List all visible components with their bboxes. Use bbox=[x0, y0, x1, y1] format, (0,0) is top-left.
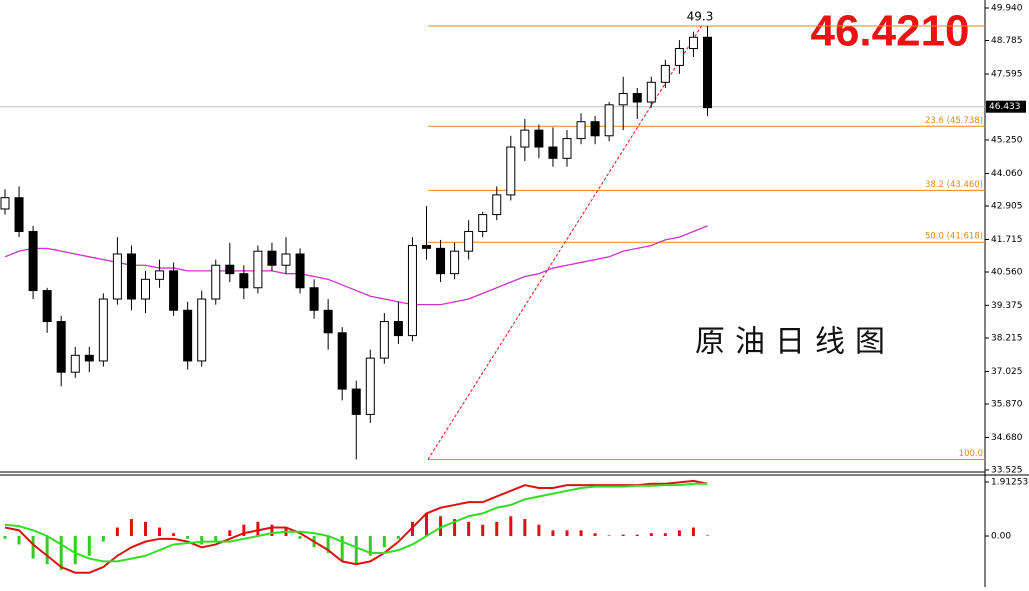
fib-label: 38.2 (43.460) bbox=[925, 180, 983, 190]
candle-body bbox=[703, 36, 712, 109]
candle-body bbox=[379, 321, 389, 359]
candle-body bbox=[660, 64, 670, 83]
candle-body bbox=[126, 253, 136, 300]
candle-body bbox=[112, 253, 122, 300]
candle-body bbox=[183, 309, 193, 362]
candle-body bbox=[590, 121, 600, 137]
candle-body bbox=[618, 93, 628, 106]
moving-average bbox=[4, 225, 708, 306]
candle-body bbox=[14, 197, 24, 232]
price-display: 46.4210 bbox=[810, 7, 969, 56]
candle-body bbox=[534, 129, 544, 148]
candle-body bbox=[520, 129, 530, 148]
candle-body bbox=[42, 290, 52, 323]
y-tick-label: 49.940 bbox=[991, 4, 1023, 14]
candle-body bbox=[197, 298, 207, 362]
candle-body bbox=[365, 357, 375, 415]
y-tick-label: 48.785 bbox=[991, 36, 1023, 46]
last-price-box bbox=[986, 100, 1026, 113]
candle-body bbox=[225, 264, 235, 275]
y-tick-label: 45.250 bbox=[991, 136, 1023, 146]
fib-label: 23.6 (45.738) bbox=[925, 116, 983, 126]
candle-body bbox=[323, 309, 333, 334]
y-tick-label: 37.025 bbox=[991, 367, 1023, 377]
y-tick-label: 35.870 bbox=[991, 400, 1023, 410]
candle-body bbox=[604, 104, 614, 137]
y-tick-label: 39.375 bbox=[991, 301, 1023, 311]
y-tick-label: 33.525 bbox=[991, 466, 1023, 476]
candle-body bbox=[407, 245, 417, 337]
y-tick-label: 44.060 bbox=[991, 169, 1023, 179]
candle-body bbox=[239, 273, 249, 289]
candle-body bbox=[253, 250, 263, 289]
candle-body bbox=[688, 36, 698, 50]
fib-label: 50.0 (41.618) bbox=[925, 232, 983, 242]
candle-body bbox=[141, 278, 150, 300]
candle-body bbox=[155, 270, 165, 280]
candle-body bbox=[0, 197, 10, 210]
candle-body bbox=[281, 253, 291, 266]
candle-body bbox=[562, 138, 572, 159]
candle-body bbox=[309, 287, 319, 311]
candle-body bbox=[70, 354, 80, 373]
candle-body bbox=[478, 214, 488, 232]
candle-body bbox=[450, 250, 460, 275]
last-price-label: 46.433 bbox=[989, 102, 1021, 112]
candle-body bbox=[632, 93, 642, 103]
candle-body bbox=[351, 388, 361, 415]
y-tick-label: 0.00 bbox=[991, 532, 1011, 542]
y-tick-label: 40.560 bbox=[991, 268, 1023, 278]
candle-body bbox=[84, 354, 94, 362]
y-tick-label: 42.905 bbox=[991, 202, 1023, 212]
macd-line bbox=[4, 482, 708, 563]
candle-body bbox=[548, 146, 558, 159]
candle-body bbox=[28, 230, 38, 292]
fib-label: 100.0 bbox=[959, 449, 983, 459]
candle-body bbox=[267, 250, 277, 266]
y-tick-label: 1.91253 bbox=[991, 478, 1028, 488]
y-tick-label: 34.680 bbox=[991, 433, 1023, 443]
candle-body bbox=[646, 81, 656, 103]
candle-body bbox=[436, 247, 446, 275]
y-tick-label: 41.715 bbox=[991, 235, 1023, 245]
candle-body bbox=[337, 332, 347, 390]
y-tick-label: 47.595 bbox=[991, 70, 1023, 80]
fib-high-label: 49.3 bbox=[687, 10, 714, 24]
candle-body bbox=[98, 298, 108, 362]
candle-body bbox=[674, 48, 684, 66]
candle-body bbox=[576, 121, 586, 140]
y-tick-label: 38.215 bbox=[991, 334, 1023, 344]
candle-body bbox=[492, 194, 502, 216]
trend-line bbox=[427, 25, 702, 460]
candle-body bbox=[295, 253, 305, 289]
candle-body bbox=[464, 230, 474, 252]
candle-body bbox=[506, 146, 516, 196]
candle-body bbox=[211, 264, 221, 300]
chart-title: 原油日线图 bbox=[695, 325, 895, 360]
candle-body bbox=[56, 321, 66, 373]
candle-body bbox=[422, 245, 431, 249]
candle-body bbox=[169, 270, 179, 311]
candle-body bbox=[393, 321, 403, 337]
macd-line bbox=[4, 479, 708, 574]
